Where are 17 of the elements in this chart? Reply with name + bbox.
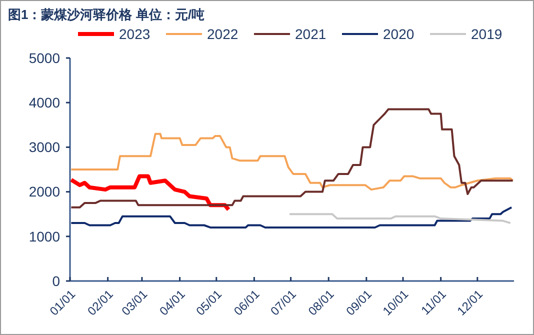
line-series xyxy=(70,108,514,208)
line-series xyxy=(70,132,514,191)
y-tick-label: 1000 xyxy=(28,228,60,244)
legend-label: 2023 xyxy=(119,26,150,42)
y-tick-label: 2000 xyxy=(28,184,60,200)
chart-title: 图1：蒙煤沙河驿价格 单位：元/吨 xyxy=(8,7,204,22)
legend-label: 2021 xyxy=(295,26,326,42)
line-series xyxy=(288,213,512,224)
y-tick-label: 5000 xyxy=(28,50,60,66)
line-series xyxy=(70,206,513,228)
legend-label: 2020 xyxy=(383,26,414,42)
legend-label: 2019 xyxy=(471,26,502,42)
legend-label: 2022 xyxy=(207,26,238,42)
y-tick-label: 0 xyxy=(52,272,60,289)
line-series xyxy=(69,174,231,212)
y-tick-label: 4000 xyxy=(28,94,60,110)
y-tick-label: 3000 xyxy=(28,139,60,156)
